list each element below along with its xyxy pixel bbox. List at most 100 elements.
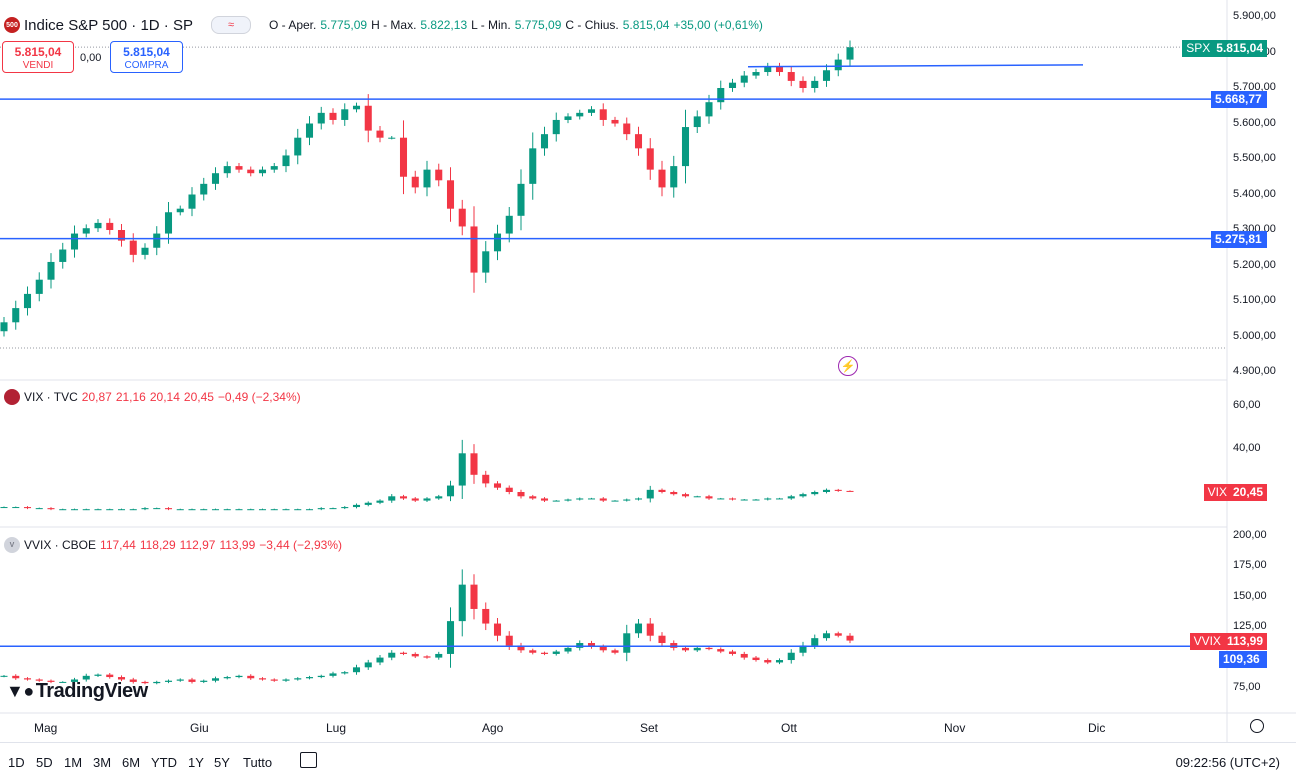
spx-candle (341, 109, 349, 120)
vix-legend: VIX · TVC 20,87 21,16 20,14 20,45 −0,49 … (4, 389, 301, 405)
vvix-candle (752, 657, 760, 661)
vvix-candle (352, 667, 361, 673)
timeframe-button[interactable]: 1D (8, 755, 25, 770)
vvix-candle (611, 650, 619, 653)
timeframe-button[interactable]: 1M (64, 755, 83, 770)
timeframe-button[interactable]: Tutto (243, 755, 273, 770)
price-tick-label: 5.700,00 (1233, 81, 1276, 93)
vvix-high: 118,29 (139, 538, 176, 552)
vvix-candle (775, 660, 784, 663)
vix-candle (775, 498, 784, 500)
spx-candle (23, 293, 32, 309)
vvix-candle (728, 651, 737, 654)
vvix-candle (505, 635, 513, 646)
spx-candle (623, 123, 631, 135)
timeframe-button[interactable]: 5Y (214, 755, 230, 770)
spx-candle (282, 155, 290, 167)
tradingview-logo-text: TradingView (35, 680, 148, 702)
open-label: O - Aper. (268, 18, 317, 32)
chart-settings-gear-icon[interactable] (1250, 719, 1264, 733)
spx-candle (235, 166, 243, 170)
vvix-candle (153, 681, 161, 684)
clock-timezone[interactable]: 09:22:56 (UTC+2) (1175, 755, 1280, 770)
event-lightning-icon[interactable]: ⚡ (838, 356, 858, 376)
spx-candle (153, 233, 161, 248)
time-tick-label: Ago (482, 721, 504, 735)
price-tick-label: 5.900,00 (1233, 10, 1276, 22)
spx-candle (775, 66, 784, 73)
spx-candle (200, 183, 208, 195)
vix-candle (176, 509, 184, 511)
vix-candle (247, 509, 255, 511)
vix-title[interactable]: VIX · TVC (24, 390, 78, 404)
vvix-candle (658, 635, 666, 644)
vix-candle (529, 496, 537, 499)
vvix-level-tag: 109,36 (1219, 651, 1267, 668)
spx-symbol: SPX (1186, 41, 1211, 55)
spx-candle (70, 233, 79, 250)
timeframe-button[interactable]: 6M (122, 755, 141, 770)
spx-candle (517, 183, 525, 216)
vix-candle (646, 489, 654, 499)
vix-candle (658, 489, 666, 492)
spx-candle (740, 75, 748, 83)
price-tick-label: 40,00 (1233, 442, 1261, 454)
vix-candle (282, 509, 290, 511)
vvix-price-tag: VVIX 113,99 (1189, 633, 1267, 650)
timeframe-button[interactable]: 5D (36, 755, 53, 770)
vix-tag-symbol: VIX (1207, 485, 1227, 499)
vix-candle (834, 489, 842, 491)
spx-candle (552, 119, 560, 135)
vvix-candle (329, 673, 337, 676)
vix-candle (764, 498, 772, 500)
spx-candle (352, 105, 361, 110)
vvix-candle (305, 677, 314, 679)
buy-button[interactable]: 5.815,04 COMPRA (110, 41, 183, 73)
vix-candle (811, 492, 819, 495)
compare-toggle-icon[interactable]: ≈ (210, 16, 251, 34)
vvix-candle (294, 678, 302, 680)
vvix-title[interactable]: VVIX · CBOE (24, 538, 97, 552)
timeframe-button[interactable]: 3M (93, 755, 112, 770)
vix-candle (540, 498, 549, 501)
price-tick-label: 4.900,00 (1233, 365, 1276, 377)
vvix-candle (411, 653, 419, 657)
vvix-candle (587, 643, 596, 647)
timeframe-button[interactable]: YTD (151, 755, 177, 770)
spx-candle (540, 134, 549, 149)
low-label: L - Min. (471, 18, 511, 32)
spx-candle (411, 176, 419, 188)
spx-candle (258, 169, 267, 174)
vvix-candle (811, 638, 819, 646)
spx-candle (822, 70, 831, 81)
spx-candle (670, 166, 678, 188)
vvix-candle (129, 679, 137, 682)
spx-candle (388, 137, 396, 139)
spx-candle (376, 130, 384, 138)
calendar-goto-date-icon[interactable] (300, 752, 317, 768)
vvix-candle (223, 677, 231, 679)
vix-candle (153, 508, 161, 510)
vvix-tag-symbol: VVIX (1193, 634, 1221, 648)
spx-candle (94, 222, 102, 229)
symbol-title[interactable]: Indice S&P 500 · 1D · SP (24, 16, 193, 34)
spx-candle (141, 247, 149, 255)
vix-candle (141, 508, 149, 510)
vix-candle (717, 498, 725, 500)
spx-candle (164, 212, 173, 234)
timeframe-button[interactable]: 1Y (188, 755, 204, 770)
vix-low: 20,14 (149, 390, 180, 404)
spx-candle (317, 112, 325, 124)
sell-button[interactable]: 5.815,04 VENDI (2, 41, 74, 73)
vvix-candle (705, 647, 713, 650)
spx-candle (705, 102, 713, 117)
buy-label: COMPRA (124, 60, 169, 71)
vix-candle (294, 509, 302, 511)
vvix-candle (717, 649, 725, 652)
vix-candle (47, 508, 55, 510)
vix-candle (258, 509, 267, 511)
spx-candle (364, 105, 372, 131)
vix-candle (611, 500, 619, 502)
vix-candle (70, 509, 79, 511)
